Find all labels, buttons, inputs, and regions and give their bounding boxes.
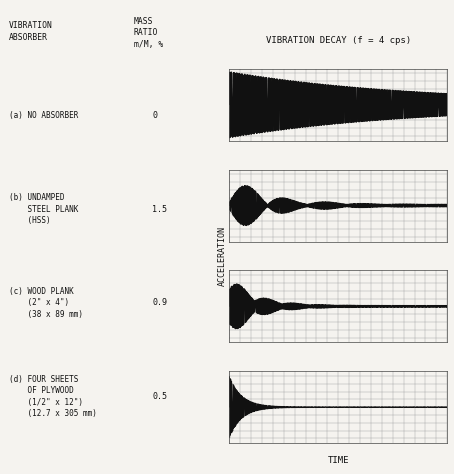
Text: 0.9: 0.9 bbox=[152, 298, 167, 307]
Text: 0.5: 0.5 bbox=[152, 392, 167, 401]
Text: MASS
RATIO
m/M, %: MASS RATIO m/M, % bbox=[134, 17, 163, 49]
Text: (b) UNDAMPED
    STEEL PLANK
    (HSS): (b) UNDAMPED STEEL PLANK (HSS) bbox=[9, 193, 79, 225]
Text: (c) WOOD PLANK
    (2" x 4")
    (38 x 89 mm): (c) WOOD PLANK (2" x 4") (38 x 89 mm) bbox=[9, 287, 83, 319]
Text: VIBRATION DECAY (f = 4 cps): VIBRATION DECAY (f = 4 cps) bbox=[266, 36, 411, 45]
Text: 1.5: 1.5 bbox=[152, 205, 167, 214]
Text: (d) FOUR SHEETS
    OF PLYWOOD
    (1/2" x 12")
    (12.7 x 305 mm): (d) FOUR SHEETS OF PLYWOOD (1/2" x 12") … bbox=[9, 375, 97, 418]
Text: 0: 0 bbox=[152, 111, 157, 120]
Text: (a) NO ABSORBER: (a) NO ABSORBER bbox=[9, 111, 79, 120]
Text: VIBRATION
ABSORBER: VIBRATION ABSORBER bbox=[9, 21, 53, 42]
Text: TIME: TIME bbox=[327, 456, 349, 465]
Text: ACCELERATION: ACCELERATION bbox=[218, 226, 227, 286]
